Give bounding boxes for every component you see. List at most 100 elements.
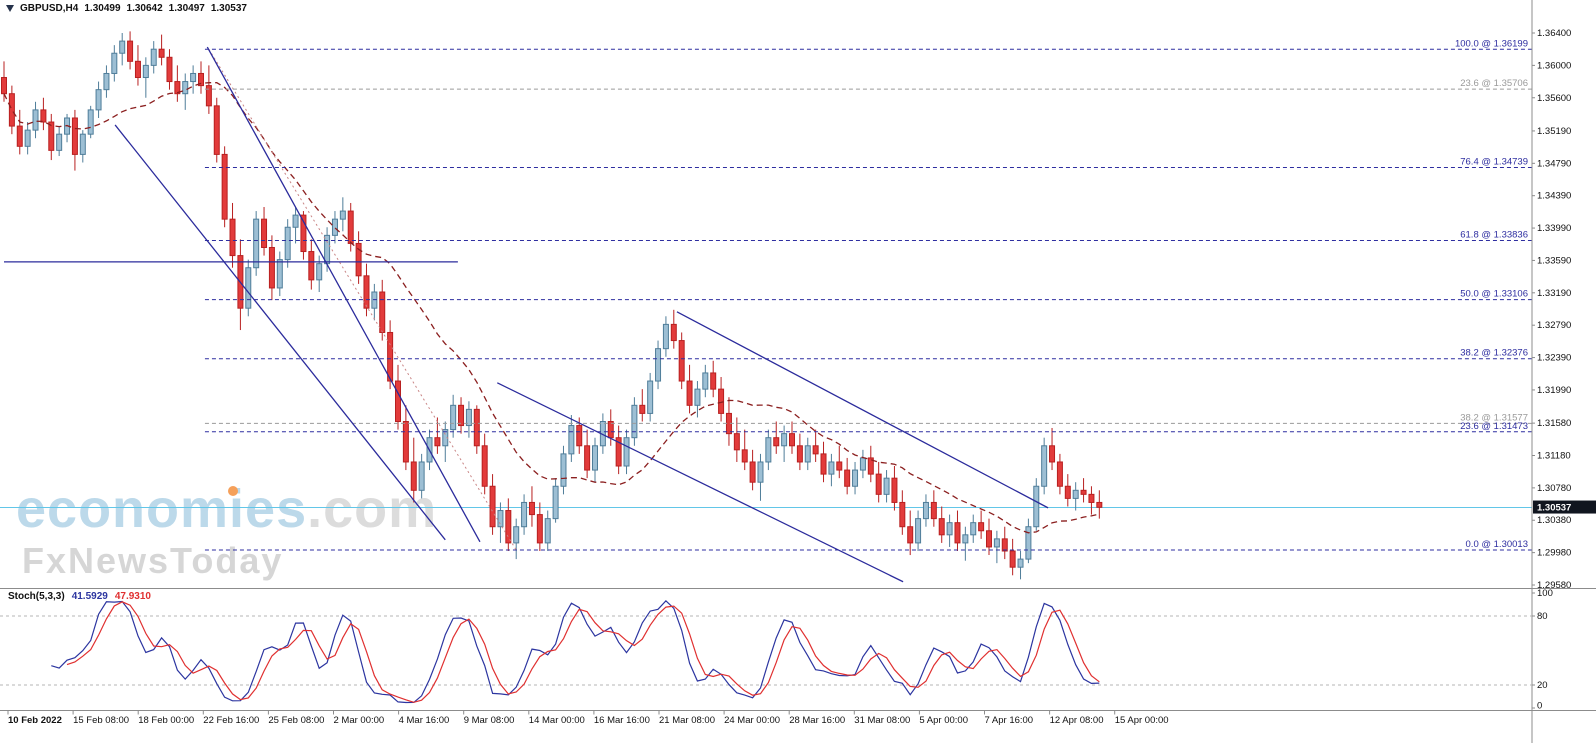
chart-header: GBPUSD,H4 1.30499 1.30642 1.30497 1.3053…: [6, 3, 247, 14]
watermark-suffix-text: .com: [307, 479, 438, 539]
price-axis-label: 1.33990: [1537, 223, 1571, 234]
candle-body: [292, 214, 299, 228]
trend-line: [497, 382, 904, 583]
candle-body: [804, 445, 811, 463]
fib-label: 23.6 @ 1.31473: [1460, 421, 1528, 432]
candle-body: [95, 89, 102, 111]
candle-body: [458, 404, 465, 427]
candle-body: [1049, 445, 1056, 463]
indicator-main-value: 41.5929: [71, 591, 108, 602]
candle-body: [190, 72, 197, 83]
candle-body: [820, 453, 827, 475]
candle-body: [324, 234, 331, 265]
candle-body: [552, 485, 559, 520]
candle-body: [450, 404, 457, 431]
candle-body: [899, 501, 906, 528]
candle-body: [268, 246, 275, 289]
price-axis-label: 1.30380: [1537, 515, 1571, 526]
candle-body: [1096, 501, 1103, 508]
candle-body: [686, 380, 693, 406]
candle-body: [678, 340, 685, 382]
candle-body: [710, 372, 717, 390]
candle-body: [875, 473, 882, 495]
candle-body: [781, 433, 788, 447]
candle-body: [505, 510, 512, 544]
candle-body: [733, 433, 740, 451]
candle-body: [749, 461, 756, 483]
price-axis-label: 1.29980: [1537, 548, 1571, 559]
ma-line: [3, 82, 1100, 534]
candle-body: [796, 445, 803, 463]
candle-body: [339, 210, 346, 220]
price-axis-label: 1.34790: [1537, 158, 1571, 169]
candle-body: [174, 81, 181, 95]
stoch-axis-label: 100: [1537, 588, 1553, 599]
trend-line: [206, 46, 481, 543]
candle-body: [24, 129, 31, 147]
candle-body: [16, 125, 23, 147]
time-axis-label: 9 Mar 08:00: [464, 715, 515, 726]
price-axis-label: 1.31180: [1537, 450, 1571, 461]
candle-body: [970, 522, 977, 536]
fib-label: 38.2 @ 1.32376: [1460, 348, 1528, 359]
time-axis-label: 18 Feb 00:00: [138, 715, 194, 726]
candle-body: [757, 461, 764, 483]
indicator-name: Stoch(5,3,3): [8, 591, 65, 602]
time-axis-label: 22 Feb 16:00: [203, 715, 259, 726]
watermark-brand-text: economies: [16, 479, 308, 539]
candle-body: [568, 425, 575, 455]
candle-body: [166, 56, 173, 83]
price-axis-label: 1.31990: [1537, 385, 1571, 396]
candle-body: [32, 109, 39, 131]
candle-body: [978, 522, 985, 532]
price-axis-label: 1.30780: [1537, 483, 1571, 494]
candle-body: [127, 40, 134, 62]
candle-body: [859, 457, 866, 471]
candle-body: [993, 538, 1000, 548]
candle-body: [1088, 493, 1095, 503]
candle-body: [528, 501, 535, 516]
price-axis-label: 1.33190: [1537, 288, 1571, 299]
fib-label: 0.0 @ 1.30013: [1466, 539, 1528, 550]
candle-body: [765, 437, 772, 463]
watermark-logo: economies.com: [16, 482, 437, 536]
fib-label: 50.0 @ 1.33106: [1460, 289, 1528, 300]
candle-body: [852, 469, 859, 487]
time-axis-label: 15 Apr 00:00: [1115, 715, 1169, 726]
candle-body: [1, 77, 7, 95]
candle-body: [536, 514, 543, 544]
watermark: economies.com FxNewsToday: [16, 482, 437, 579]
candle-body: [1017, 558, 1024, 568]
time-axis-label: 24 Mar 00:00: [724, 715, 780, 726]
symbol-marker-icon: [6, 5, 14, 12]
price-axis-label: 1.35600: [1537, 93, 1571, 104]
ohlc-high-value: 1.30642: [126, 3, 163, 14]
candle-body: [300, 214, 307, 253]
candle-body: [205, 85, 212, 107]
fib-label: 23.6 @ 1.35706: [1460, 78, 1528, 89]
candle-body: [1080, 489, 1087, 495]
candle-body: [379, 291, 386, 333]
stoch-axis-label: 0: [1537, 701, 1542, 712]
candle-body: [718, 388, 725, 414]
candle-body: [631, 404, 638, 439]
candle-body: [789, 433, 795, 447]
candle-body: [1009, 550, 1016, 568]
time-axis-label: 10 Feb 2022: [8, 715, 62, 726]
candle-body: [1056, 461, 1063, 487]
candle-body: [158, 48, 165, 58]
time-axis-label: 4 Mar 16:00: [399, 715, 450, 726]
price-axis-label: 1.34390: [1537, 191, 1571, 202]
price-axis-label: 1.33590: [1537, 255, 1571, 266]
candle-body: [418, 461, 425, 491]
candle-body: [513, 526, 520, 544]
candle-body: [867, 457, 874, 475]
time-axis-label: 21 Mar 08:00: [659, 715, 715, 726]
candle-body: [213, 105, 220, 155]
current-price-badge: [1533, 500, 1596, 514]
candle-body: [355, 242, 362, 277]
symbol-timeframe-label: GBPUSD,H4: [20, 3, 79, 14]
candle-body: [1064, 485, 1071, 499]
candle-body: [465, 408, 472, 427]
